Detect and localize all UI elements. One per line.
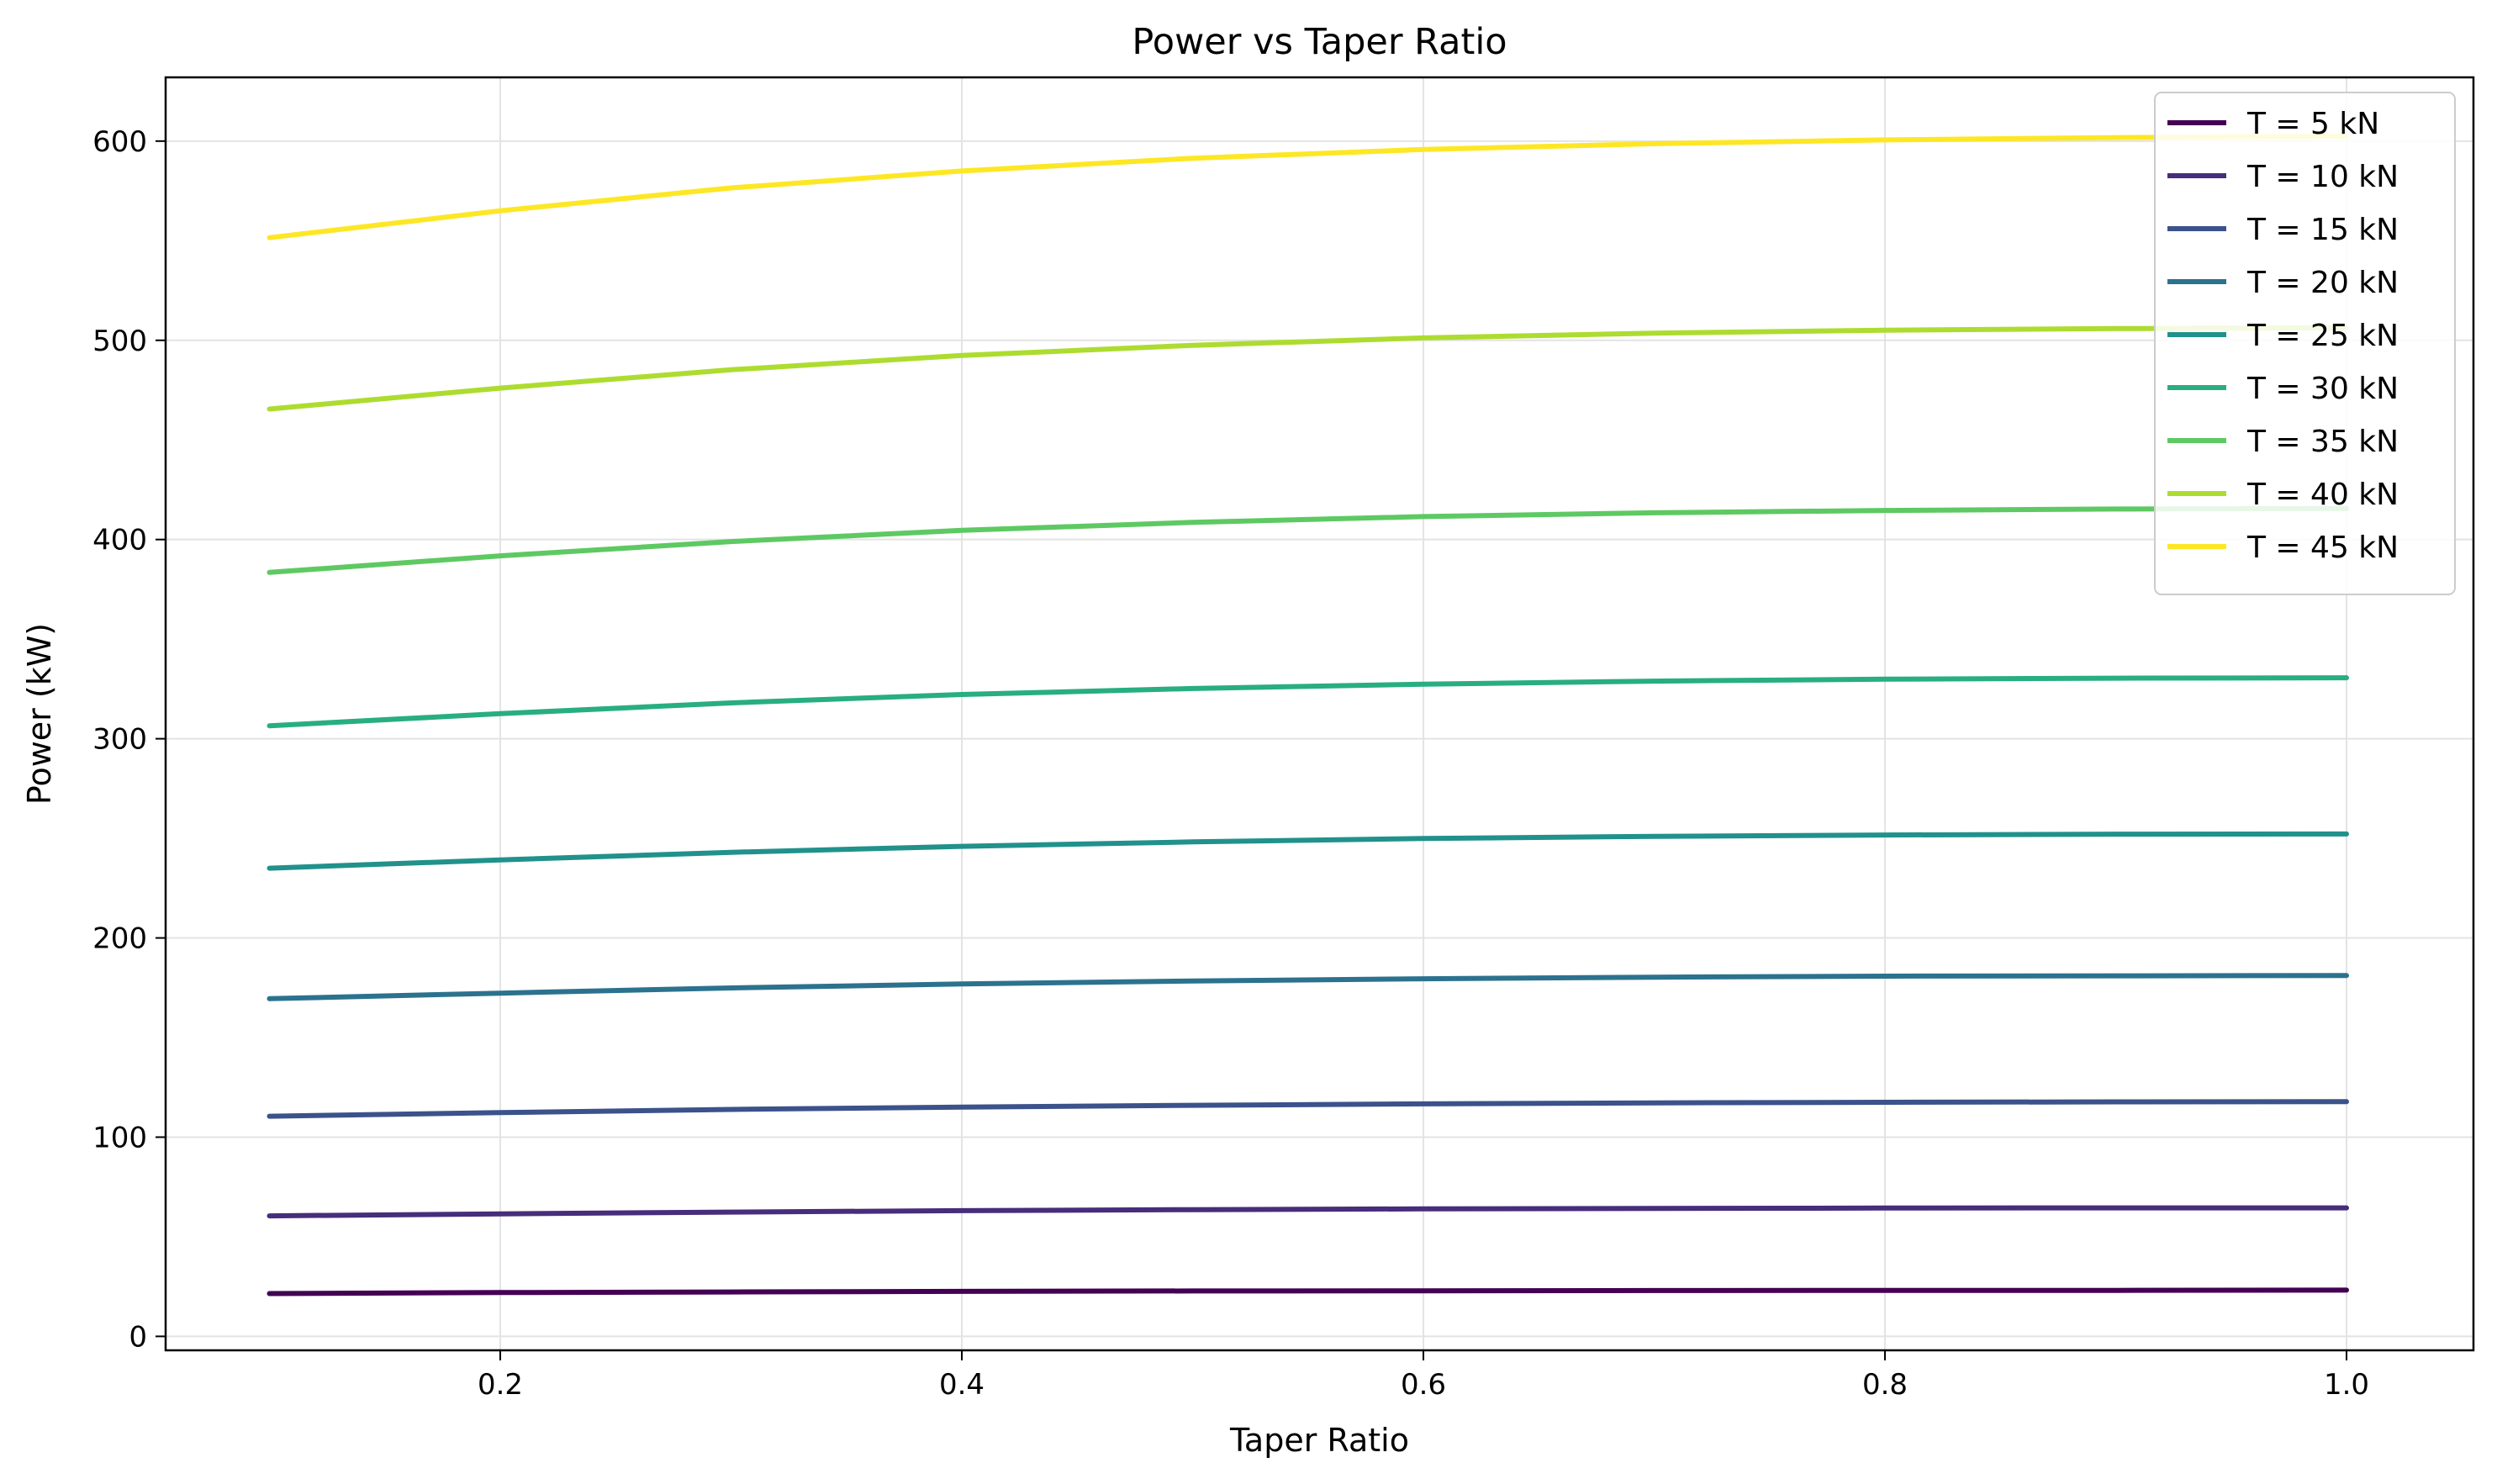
legend-label: T = 40 kN (2246, 478, 2399, 512)
y-tick-label: 0 (129, 1320, 147, 1354)
y-tick-label: 500 (92, 325, 147, 358)
series-line-3 (267, 1099, 2349, 1119)
legend-label: T = 5 kN (2246, 107, 2379, 141)
plot-area-frame (164, 76, 2475, 1352)
y-axis-label: Power (kW) (21, 623, 58, 805)
legend-label: T = 15 kN (2246, 213, 2399, 247)
legend-box (2154, 92, 2456, 595)
legend-label: T = 45 kN (2246, 531, 2399, 565)
series-line-6 (267, 675, 2349, 729)
series-line-5 (267, 831, 2349, 871)
x-tick-label: 0.8 (1862, 1368, 1908, 1402)
legend: T = 5 kN T = 10 kN T = 15 kN T = 20 kN T = 2… (2154, 92, 2456, 595)
y-tick-label: 600 (92, 125, 147, 159)
series-line-4 (267, 973, 2349, 1001)
chart-title: Power vs Taper Ratio (1132, 21, 1507, 63)
x-tick-label: 1.0 (2324, 1368, 2369, 1402)
x-tick-label: 0.4 (939, 1368, 985, 1402)
x-axis-label: Taper Ratio (1229, 1422, 1409, 1459)
series-line-2 (267, 1205, 2349, 1219)
legend-label: T = 10 kN (2246, 160, 2399, 194)
series-line-8 (267, 325, 2349, 412)
x-tick-label: 0.6 (1401, 1368, 1446, 1402)
y-tick-label: 300 (92, 723, 147, 757)
legend-label: T = 20 kN (2246, 266, 2399, 300)
series-line-7 (267, 505, 2349, 575)
y-tick-label: 100 (92, 1121, 147, 1154)
y-tick-label: 400 (92, 524, 147, 557)
grid (166, 77, 2473, 1350)
series-line-1 (267, 1287, 2349, 1297)
y-tick-label: 200 (92, 922, 147, 956)
legend-label: T = 25 kN (2246, 319, 2399, 353)
series-line-9 (267, 133, 2349, 240)
series-lines (267, 133, 2349, 1297)
axis-ticks: 0.2 0.4 0.6 0.8 1.0 0 100 200 300 400 500 600 (92, 125, 2369, 1402)
x-tick-label: 0.2 (478, 1368, 523, 1402)
legend-label: T = 35 kN (2246, 425, 2399, 459)
legend-label: T = 30 kN (2246, 372, 2399, 406)
